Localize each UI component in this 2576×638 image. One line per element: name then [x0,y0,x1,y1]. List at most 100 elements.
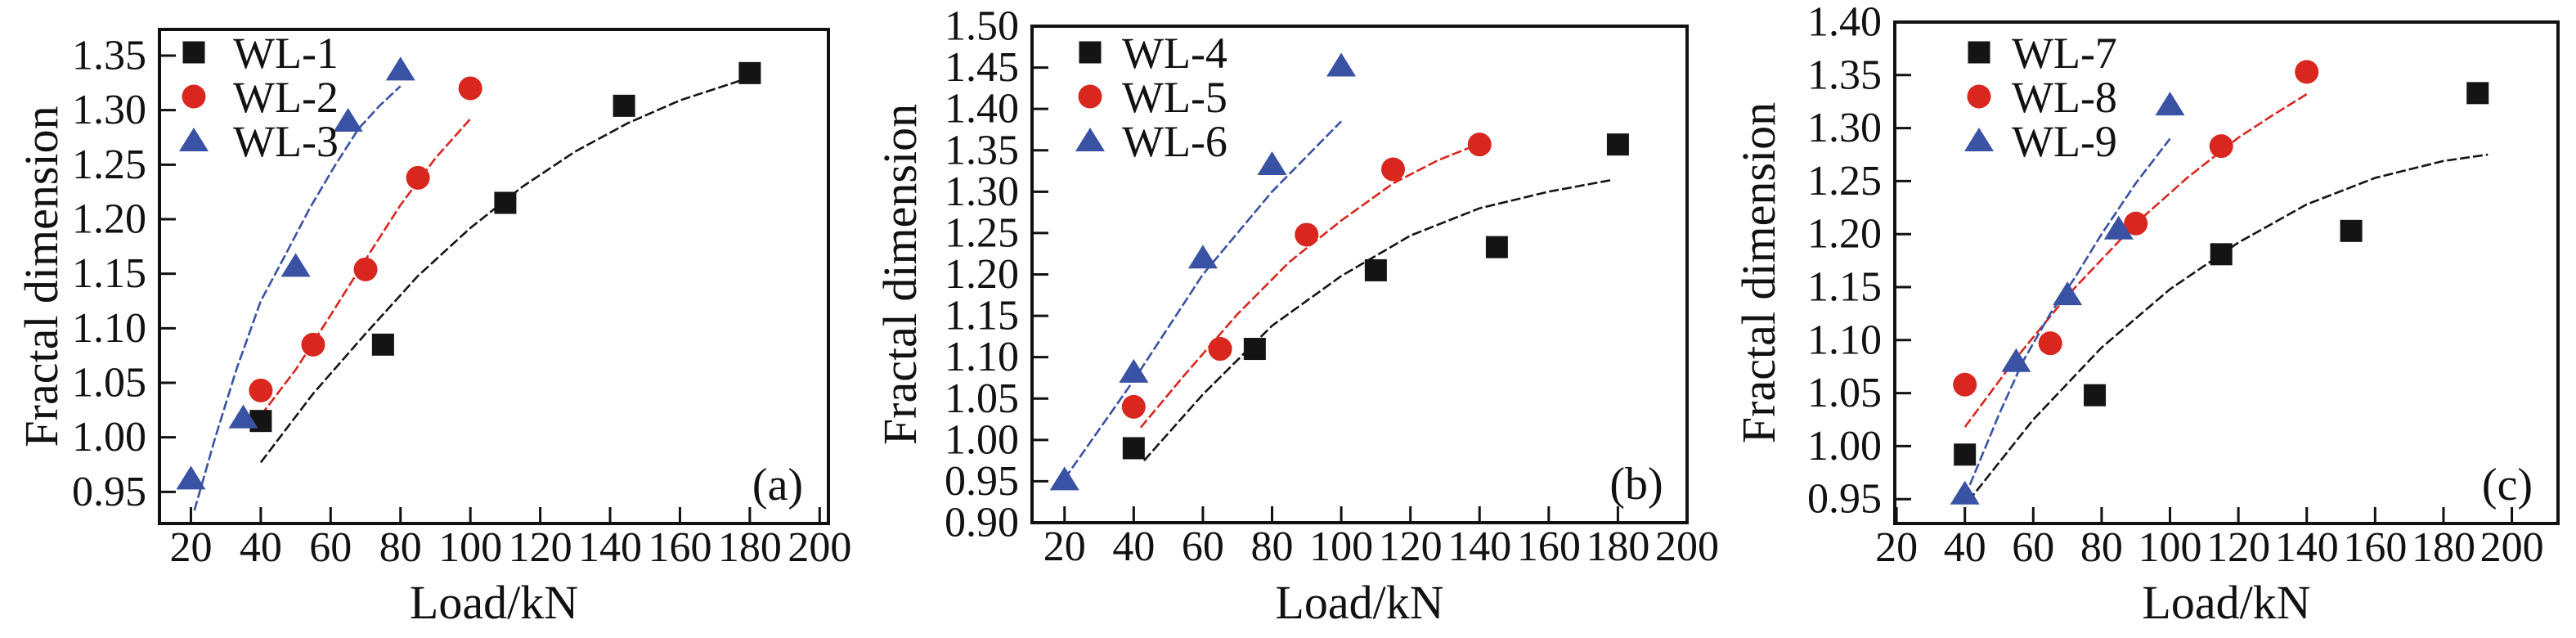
axes-frame [1893,20,2560,525]
series-WL-8-fit-line [1963,92,2308,428]
y-tick-label: 1.05 [945,375,1019,422]
y-axis-label: Fractal dimension [1732,102,1785,443]
legend-label-WL-6: WL-6 [1122,117,1227,166]
series-WL-5-points [1121,133,1492,419]
WL-6-data-point [1119,358,1149,383]
y-tick-label: 1.25 [945,209,1019,256]
x-tick-label: 140 [1447,523,1511,570]
panel-annotation: (a) [752,460,803,510]
y-tick-label: 1.10 [1807,317,1882,363]
x-tick-label: 160 [1517,523,1581,570]
WL-7-data-point [2340,219,2363,242]
series-WL-7-fit-line [1967,153,2488,502]
WL-2-data-point [353,257,378,281]
y-tick-label: 1.00 [945,416,1019,463]
chart-svg-a: 20 40 60 80 100 120 140 160 180 200 0.95 1.00 1.05 1.… [15,28,851,629]
x-tick-label: 40 [240,524,282,571]
y-tick-label: 1.20 [72,196,146,243]
y-tick-label: 1.05 [72,360,146,407]
WL-4-data-point [1606,133,1629,156]
WL-1-data-point [738,61,761,84]
x-tick-label: 60 [1182,523,1224,570]
WL-4-data-point [1485,236,1508,258]
legend-label-WL-1: WL-1 [233,29,339,78]
legend-marker-WL-8 [1967,84,1991,109]
y-tick-label: 1.15 [945,293,1019,339]
x-tick-label: 200 [788,524,851,571]
x-tick-label: 160 [648,524,711,571]
x-axis-label: Load/kN [410,576,578,629]
x-tick-label: 60 [2012,524,2054,571]
WL-6-data-point [1257,151,1287,175]
x-tick-label: 80 [1251,523,1294,570]
y-tick-label: 1.15 [1807,263,1882,310]
chart-svg-b: 20 40 60 80 100 120 140 160 180 2000.900.951.001.… [873,3,1717,630]
x-tick-label: 200 [2480,524,2544,571]
legend-marker-WL-6 [1075,128,1105,151]
series-WL-4-points [1122,133,1629,460]
x-tick-label: 20 [169,524,212,571]
WL-8-data-point [2124,211,2148,236]
WL-5-data-point [1121,394,1146,419]
series-WL-7-points [1954,82,2489,466]
legend: WL-4WL-5WL-6 [1075,29,1227,166]
x-tick-label: 180 [1586,523,1649,570]
y-tick-label: 1.45 [945,44,1019,91]
legend-label-WL-2: WL-2 [233,73,339,122]
legend-marker-WL-4 [1079,41,1102,64]
x-tick-label: 120 [2206,524,2270,571]
WL-2-data-point [458,76,482,101]
chart-panel-a: 20 40 60 80 100 120 140 160 180 200 0.95 1.00 1.05 1.… [0,0,859,638]
WL-3-data-point [280,253,311,277]
WL-4-data-point [1243,338,1266,361]
WL-2-data-point [301,332,325,357]
legend-label-WL-8: WL-8 [2012,73,2117,122]
x-tick-label: 40 [1112,523,1155,570]
legend-marker-WL-9 [1964,128,1994,151]
y-axis-ticks: 0.95 1.00 1.05 1.10 1.15 1.20 1.25 1.30 1.35 [72,33,176,515]
y-tick-label: 0.95 [72,469,146,515]
panel-annotation: (b) [1609,459,1663,510]
y-tick-label: 1.00 [72,414,146,461]
series-WL-5-fit-line [1139,142,1480,429]
y-tick-label: 1.40 [1807,0,1882,46]
y-tick-label: 1.50 [945,3,1019,50]
y-axis-ticks: 0.900.951.001.051.101.151.201.251.301.35… [945,3,1048,546]
legend-label-WL-9: WL-9 [2012,117,2117,166]
WL-4-data-point [1122,437,1145,460]
y-tick-label: 1.30 [1807,105,1882,151]
y-axis-label: Fractal dimension [15,106,68,447]
x-tick-label: 80 [2080,524,2123,571]
WL-2-data-point [249,378,273,402]
x-tick-label: 100 [438,524,502,571]
y-axis-label: Fractal dimension [873,104,927,445]
series-WL-4-fit-line [1143,178,1612,461]
x-tick-label: 40 [1944,524,1986,571]
legend-label-WL-3: WL-3 [233,117,339,166]
WL-7-data-point [2210,243,2233,266]
WL-1-data-point [613,94,635,117]
legend-marker-WL-2 [182,84,206,109]
series-WL-3-fit-line [193,85,402,511]
x-axis-label: Load/kN [1275,576,1443,629]
series-WL-9-fit-line [1963,137,2171,498]
y-tick-label: 1.25 [72,142,146,188]
WL-5-data-point [1381,157,1406,182]
legend-label-WL-4: WL-4 [1122,29,1227,78]
series-WL-6-points [1049,52,1357,491]
y-tick-label: 1.05 [1807,370,1882,416]
chart-panel-c: 20 40 60 80 100 120 140 160 180 200 0.95 1.00 1.05 1.… [1717,0,2576,638]
WL-5-data-point [1467,133,1492,157]
series-WL-1-points [249,61,761,433]
panel-annotation: (c) [2482,460,2533,510]
y-axis-ticks: 0.95 1.00 1.05 1.10 1.15 1.20 1.25 1.30 1.35 1.40 [1807,0,1911,523]
x-tick-label: 140 [578,524,642,571]
y-tick-label: 1.35 [72,33,146,79]
WL-1-data-point [371,333,394,356]
WL-8-data-point [2209,134,2233,159]
y-tick-label: 1.25 [1807,158,1882,204]
series-WL-2-points [249,76,482,402]
y-tick-label: 1.30 [945,168,1019,215]
y-tick-label: 1.30 [72,87,146,133]
